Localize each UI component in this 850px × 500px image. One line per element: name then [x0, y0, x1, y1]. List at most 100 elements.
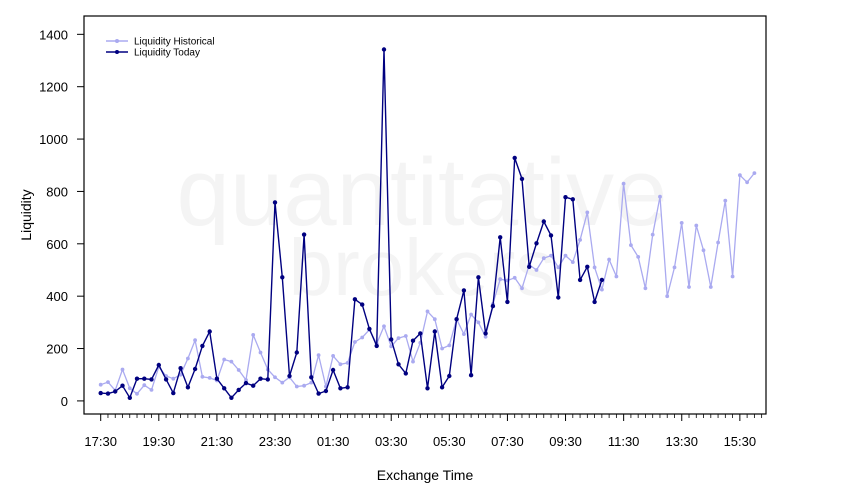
data-point — [440, 346, 444, 351]
y-tick-label: 200 — [46, 342, 68, 357]
data-point — [629, 243, 633, 248]
y-tick-label: 1200 — [39, 80, 68, 95]
data-point — [520, 286, 524, 291]
data-point — [607, 257, 611, 262]
data-point — [331, 354, 335, 358]
data-point — [396, 336, 401, 340]
data-point — [229, 359, 234, 364]
x-axis-title: Exchange Time — [377, 467, 474, 483]
data-point — [105, 391, 111, 396]
data-point — [585, 210, 590, 215]
data-point — [432, 317, 437, 322]
y-tick-label: 1400 — [39, 27, 68, 42]
data-point — [113, 389, 118, 394]
data-point — [439, 385, 445, 390]
legend-marker — [115, 39, 119, 43]
data-point — [410, 338, 416, 343]
data-point — [280, 380, 285, 385]
x-tick-label: 19:30 — [143, 434, 176, 449]
data-point — [730, 274, 735, 279]
data-point — [425, 386, 430, 391]
data-point — [287, 373, 292, 379]
data-point — [396, 362, 401, 367]
data-point — [360, 302, 365, 307]
data-point — [345, 385, 350, 390]
data-point — [353, 340, 357, 344]
data-point — [389, 344, 394, 349]
data-point — [462, 332, 466, 336]
data-point — [468, 373, 474, 378]
data-point — [425, 309, 430, 314]
y-tick-label: 600 — [46, 237, 68, 252]
data-point — [244, 378, 248, 382]
x-axis: 17:30 19:30 21:30 23:30 01:30 03:30 05:30 07:30… — [84, 414, 763, 449]
x-tick-label: 13:30 — [665, 434, 698, 449]
watermark-line-2: brokers — [289, 223, 556, 312]
data-point — [272, 200, 278, 205]
data-point — [432, 329, 437, 334]
data-point — [723, 198, 728, 203]
data-point — [367, 326, 372, 332]
data-point — [447, 373, 452, 379]
data-point — [403, 371, 408, 376]
data-point — [650, 232, 655, 237]
data-point — [752, 171, 757, 176]
data-point — [556, 295, 561, 300]
data-point — [498, 235, 503, 240]
plot-frame — [83, 15, 767, 415]
data-point — [200, 343, 205, 349]
data-point — [149, 377, 154, 382]
data-point — [135, 391, 139, 396]
data-point — [316, 353, 321, 357]
data-point — [273, 375, 277, 380]
data-point — [178, 366, 183, 371]
data-point — [665, 294, 670, 299]
watermark: quantitative brokers — [176, 139, 667, 312]
data-point — [171, 376, 176, 381]
data-point — [454, 317, 459, 322]
data-point — [316, 391, 321, 396]
data-point — [679, 221, 684, 225]
data-point — [265, 377, 270, 382]
data-point — [294, 350, 299, 355]
watermark-line-1: quantitative — [176, 139, 667, 246]
data-point — [374, 343, 379, 349]
y-axis: 0 200 400 600 800 1000 1200 1400 — [39, 27, 84, 409]
data-point — [541, 256, 546, 261]
data-point — [186, 356, 190, 361]
data-point — [251, 383, 256, 388]
x-tick-label: 01:30 — [317, 434, 350, 449]
x-tick-label: 09:30 — [549, 434, 582, 449]
y-tick-label: 1000 — [39, 132, 68, 147]
data-point — [309, 380, 314, 385]
data-point — [512, 275, 517, 280]
series-layer — [98, 47, 757, 400]
x-tick-label: 21:30 — [201, 434, 234, 449]
data-point — [106, 380, 110, 384]
data-point — [548, 233, 554, 238]
data-point — [745, 180, 749, 185]
data-point — [382, 324, 386, 329]
x-tick-label: 03:30 — [375, 434, 408, 449]
data-point — [570, 260, 575, 264]
data-point — [490, 303, 496, 309]
data-point — [687, 285, 691, 289]
data-point — [381, 47, 387, 52]
data-point — [418, 331, 423, 336]
data-point — [258, 376, 263, 381]
data-point — [222, 386, 227, 391]
data-point — [694, 223, 699, 228]
data-point — [214, 376, 220, 381]
data-point — [323, 388, 329, 394]
data-point — [236, 387, 241, 393]
data-point — [658, 194, 662, 199]
data-point — [338, 386, 343, 391]
x-tick-label: 11:30 — [608, 434, 640, 449]
data-point — [636, 255, 641, 259]
data-point — [171, 390, 176, 396]
data-point — [98, 382, 103, 387]
data-point — [592, 299, 597, 305]
data-point — [222, 357, 227, 362]
